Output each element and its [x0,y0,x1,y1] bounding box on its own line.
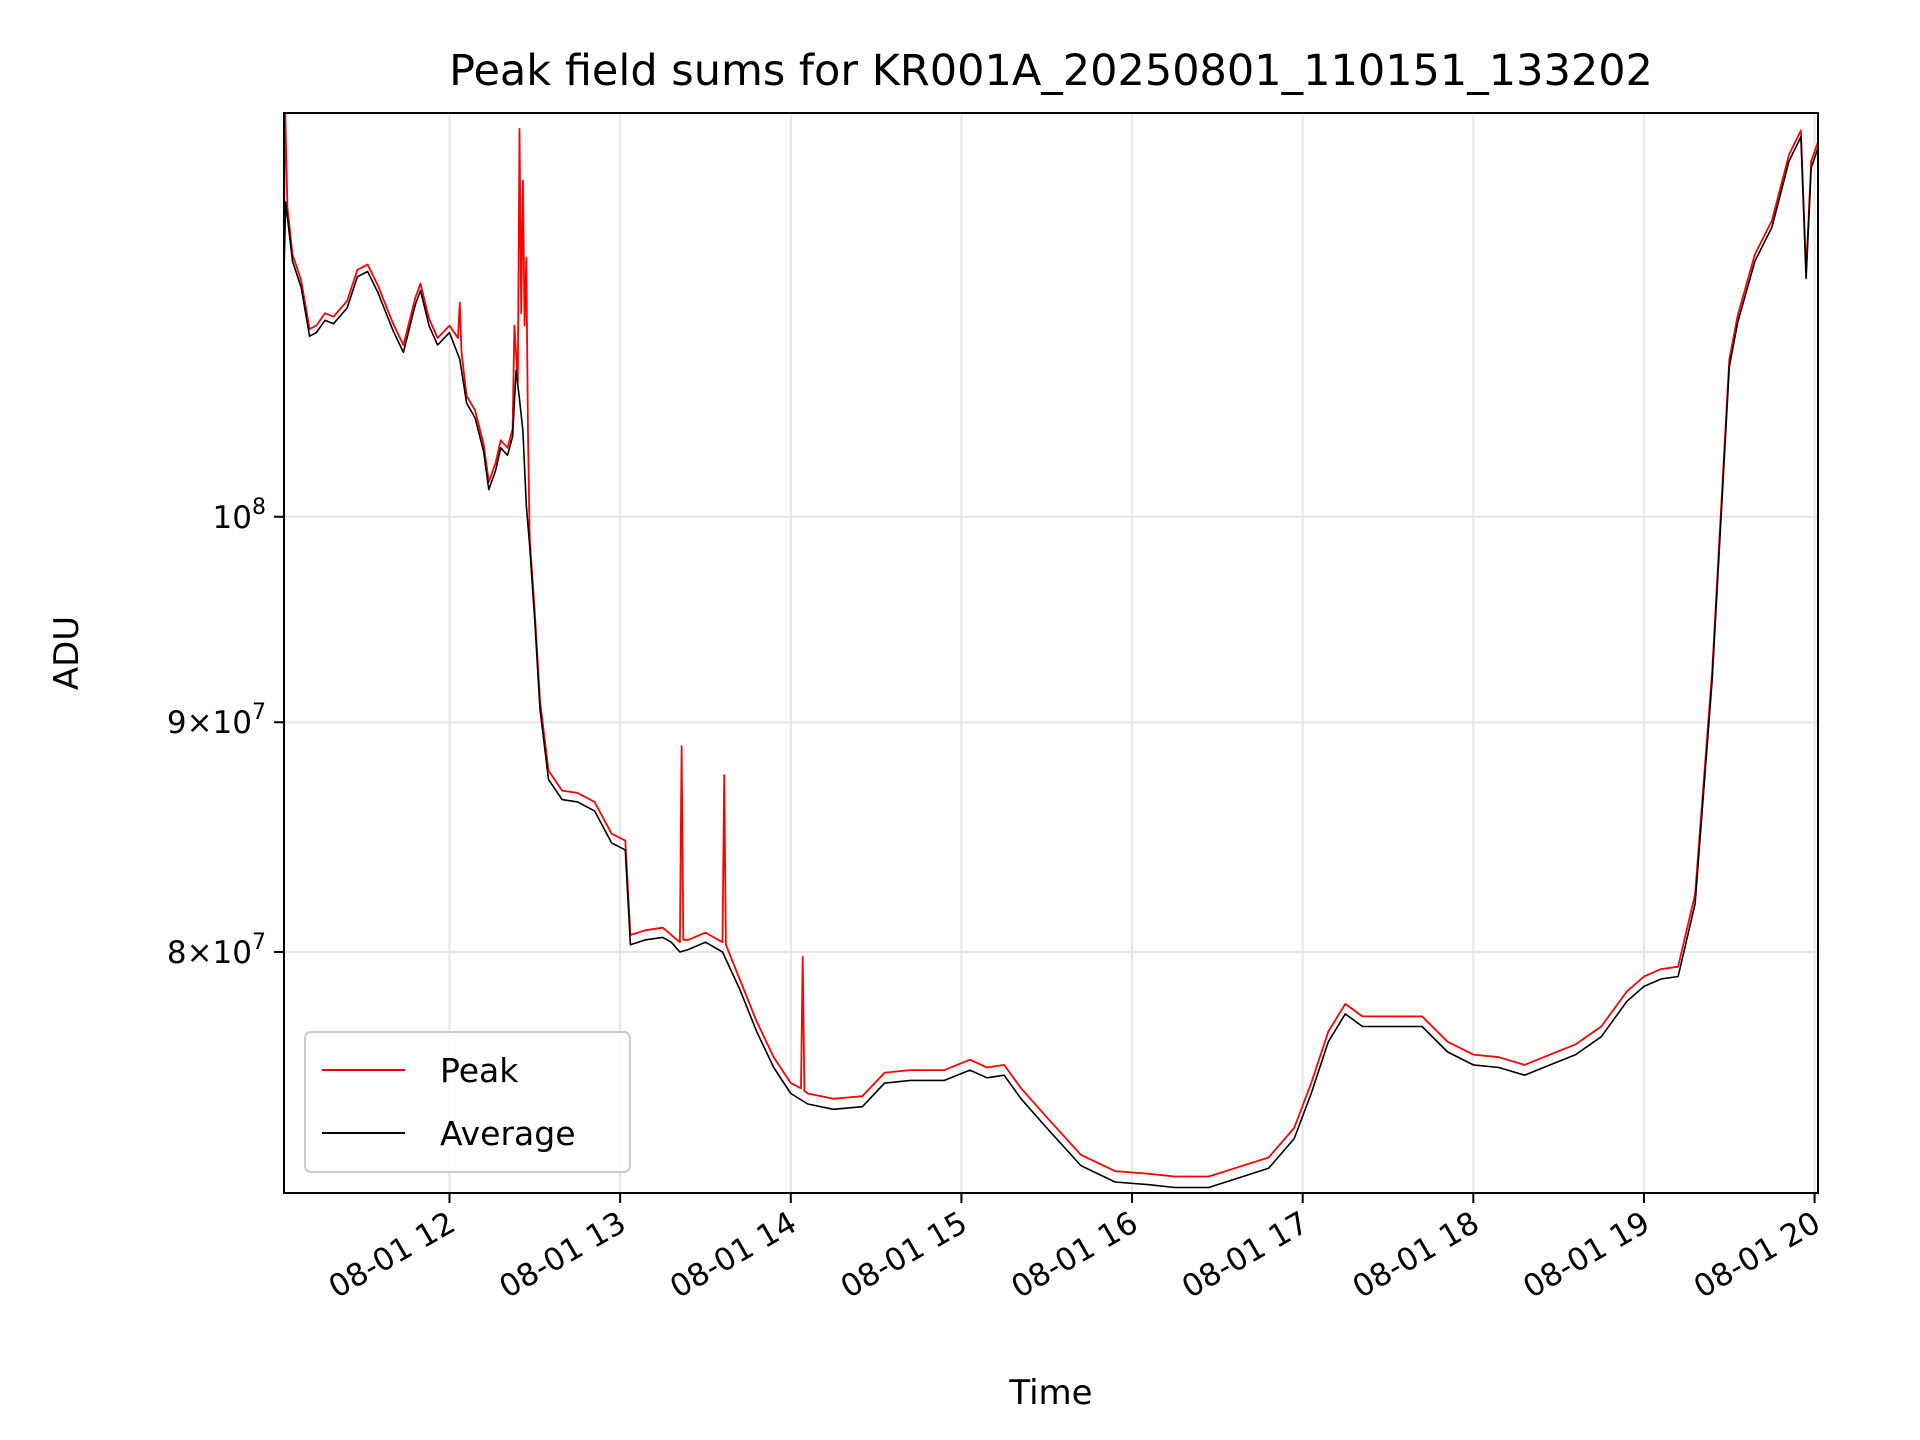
y-tick-times: × [187,705,213,741]
axes-frame [283,112,1819,1194]
legend: Peak Average [304,1031,631,1173]
y-tick-base: 10 [213,705,252,741]
legend-box [304,1031,631,1173]
y-tick-mantissa: 9 [167,705,187,741]
y-tick-exponent: 7 [252,930,266,955]
series-line-average [284,136,1818,1189]
y-tick-base: 10 [213,500,252,536]
x-axis-label: Time [1008,1373,1092,1413]
y-tick-exponent: 8 [252,495,266,520]
legend-label-average: Average [440,1114,576,1153]
y-tick-mantissa: 8 [167,935,187,971]
series-line-peak [284,113,1818,1178]
chart-title: Peak field sums for KR001A_20250801_1101… [449,46,1653,96]
y-tick-label: 108 [213,495,266,536]
y-tick-label: 9×107 [167,700,266,741]
y-axis-label: ADU [47,616,87,690]
y-tick-times: × [187,935,213,971]
plot-area [284,113,1818,1189]
y-tick-exponent: 7 [252,700,266,725]
grid [284,113,1818,1193]
y-tick-base: 10 [213,935,252,971]
legend-label-peak: Peak [440,1051,519,1090]
y-tick-label: 8×107 [167,930,266,971]
